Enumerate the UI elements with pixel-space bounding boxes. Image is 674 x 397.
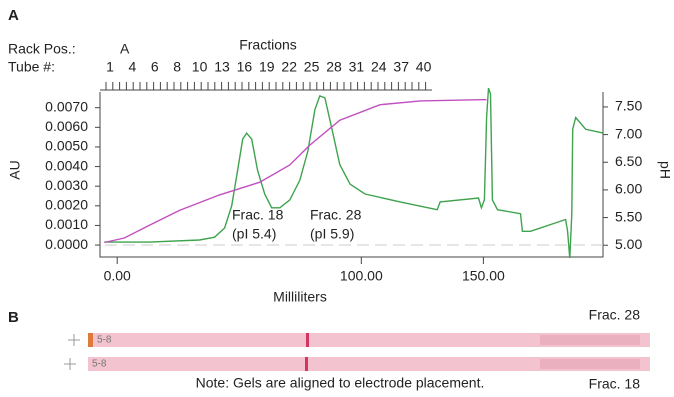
figure: A B Fractions Rack Pos.: A Tube #: Milli…	[0, 0, 674, 397]
tube-number: 6	[151, 59, 159, 75]
tube-number: 37	[393, 59, 409, 75]
rack-value: A	[120, 41, 130, 57]
annotation: Frac. 18	[232, 207, 284, 223]
y-tick-label: 0.0050	[45, 138, 88, 154]
tube-number: 8	[173, 59, 181, 75]
gel-panel: 5-8 5-8 Frac. 28 Frac. 18 Note: Gels are…	[64, 307, 650, 392]
tube-number: 19	[259, 59, 275, 75]
gel-electrode	[88, 333, 93, 347]
tube-number: 16	[237, 59, 253, 75]
y-tick-label: 0.0000	[45, 236, 88, 252]
annotation: (pI 5.9)	[310, 226, 354, 242]
gel-note: Note: Gels are aligned to electrode plac…	[196, 375, 485, 391]
gel-smear	[540, 335, 640, 345]
tube-number: 1	[106, 59, 114, 75]
x-tick-label: 0.00	[104, 268, 131, 284]
tube-number: 10	[192, 59, 208, 75]
x-tick-label: 150.00	[462, 268, 505, 284]
y2-tick-label: 5.50	[615, 208, 642, 224]
gel-smear	[540, 359, 640, 369]
tube-number: 4	[129, 59, 137, 75]
y2-tick-label: 6.50	[615, 153, 642, 169]
strip-text: 5-8	[92, 359, 107, 370]
y-tick-label: 0.0060	[45, 118, 88, 134]
x-axis-label: Milliliters	[273, 289, 327, 305]
tube-number: 31	[349, 59, 365, 75]
y-tick-label: 0.0010	[45, 216, 88, 232]
y-axis-label: AU	[7, 160, 23, 179]
plus-sign	[64, 334, 80, 370]
tube-number: 22	[281, 59, 297, 75]
rack-label: Rack Pos.:	[8, 41, 76, 57]
panel-label: A	[8, 7, 19, 24]
y-tick-label: 0.0070	[45, 98, 88, 114]
gel-label: Frac. 28	[589, 307, 641, 323]
annotation: (pI 5.4)	[232, 226, 276, 242]
tube-number: 25	[304, 59, 320, 75]
annotation: Frac. 28	[310, 207, 362, 223]
tube-number: 24	[371, 59, 387, 75]
y2-tick-label: 7.00	[615, 125, 642, 141]
y-tick-label: 0.0030	[45, 177, 88, 193]
gel-band	[305, 357, 308, 371]
tube-number: 28	[326, 59, 342, 75]
y2-tick-label: 7.50	[615, 98, 642, 114]
tube-number: 40	[416, 59, 432, 75]
y2-tick-label: 6.00	[615, 181, 642, 197]
gel-label: Frac. 18	[589, 376, 641, 392]
x-tick-label: 100.00	[340, 268, 383, 284]
tube-number: 13	[214, 59, 230, 75]
gel-band	[306, 333, 309, 347]
y-tick-label: 0.0020	[45, 197, 88, 213]
panel-label: B	[8, 309, 19, 326]
y2-tick-label: 5.00	[615, 236, 642, 252]
y2-axis-label: pH	[657, 161, 673, 179]
series-line	[104, 100, 486, 243]
strip-text: 5-8	[97, 335, 112, 346]
fraction-title: Fractions	[239, 37, 297, 53]
tube-label: Tube #:	[8, 59, 55, 75]
y-tick-label: 0.0040	[45, 157, 88, 173]
